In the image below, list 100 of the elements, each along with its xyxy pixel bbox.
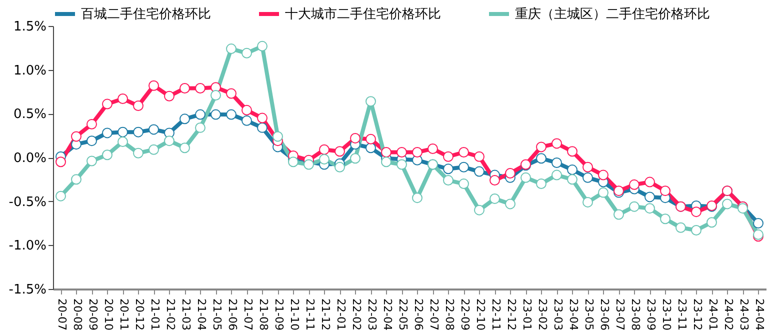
x-tick-label: 21-01 — [148, 298, 162, 330]
legend-label: 十大城市二手住宅价格环比 — [285, 6, 441, 22]
x-tick-label: 23-03 — [551, 298, 564, 330]
x-tick-label: 22-06 — [412, 298, 425, 330]
x-tick-label: 21-05 — [210, 298, 224, 330]
point — [505, 168, 516, 179]
point — [118, 136, 128, 147]
point — [257, 40, 268, 52]
point — [490, 193, 500, 204]
point — [474, 204, 484, 216]
point — [396, 159, 407, 170]
x-tick-label: 22-07 — [427, 298, 440, 330]
point — [629, 179, 640, 190]
point — [629, 201, 640, 212]
x-tick-label: 22-11 — [489, 298, 502, 330]
point — [195, 122, 206, 133]
point — [598, 170, 608, 180]
x-tick-label: 22-12 — [504, 298, 518, 330]
point — [71, 174, 82, 185]
point — [86, 136, 97, 146]
point — [458, 162, 469, 172]
x-tick-label: 23-04 — [566, 298, 580, 330]
x-tick-label: 24-01 — [706, 298, 720, 330]
x-tick-label: 23-08 — [628, 298, 642, 330]
point — [582, 172, 593, 183]
point — [536, 153, 546, 164]
point — [350, 132, 360, 144]
x-tick-label: 22-09 — [458, 298, 472, 330]
point — [474, 166, 484, 177]
point — [148, 144, 159, 155]
point — [180, 83, 190, 94]
point — [86, 156, 97, 166]
x-tick-label: 23-06 — [598, 298, 611, 330]
x-tick-label: 24-03 — [737, 298, 750, 330]
point — [660, 186, 670, 196]
point — [288, 156, 298, 168]
point — [722, 198, 732, 210]
x-tick-label: 23-05 — [582, 298, 596, 330]
point — [319, 144, 330, 155]
x-tick-label: 24-04 — [752, 298, 766, 330]
y-tick-label: 0.5% — [13, 107, 46, 122]
point — [164, 136, 174, 146]
x-tick-label: 23-10 — [660, 298, 673, 330]
point — [118, 94, 128, 104]
y-tick-label: 0.0% — [13, 151, 46, 166]
x-tick-label: 21-10 — [288, 298, 301, 330]
x-tick-label: 21-08 — [256, 298, 270, 330]
x-tick-label: 22-02 — [350, 298, 363, 330]
x-tick-label: 21-11 — [303, 298, 316, 330]
point — [567, 164, 578, 176]
x-tick-label: 21-03 — [179, 298, 192, 330]
x-tick-label: 23-02 — [536, 298, 549, 330]
x-tick-label: 22-10 — [474, 298, 487, 330]
point — [334, 162, 345, 172]
x-tick-label: 21-09 — [272, 298, 286, 330]
x-tick-label: 21-12 — [318, 298, 332, 330]
point — [257, 122, 268, 133]
x-tick-label: 22-03 — [365, 298, 378, 330]
y-tick-label: 1.5% — [13, 20, 46, 34]
point — [242, 115, 252, 126]
point — [180, 114, 190, 124]
point — [412, 192, 422, 204]
point — [148, 124, 159, 135]
point — [257, 112, 268, 124]
x-tick-label: 22-01 — [334, 298, 348, 330]
point — [133, 100, 144, 112]
x-tick-label: 22-04 — [380, 298, 394, 330]
point — [133, 126, 144, 138]
point — [412, 147, 422, 158]
point — [242, 104, 252, 116]
x-tick-label: 23-07 — [613, 298, 626, 330]
point — [676, 222, 686, 233]
x-tick-label: 21-06 — [226, 298, 239, 330]
legend-label: 重庆（主城区）二手住宅价格环比 — [515, 6, 710, 22]
x-tick-label: 22-08 — [442, 298, 456, 330]
point — [272, 131, 283, 142]
point — [691, 225, 702, 236]
x-tick-label: 20-10 — [102, 298, 115, 330]
point — [644, 192, 655, 202]
point — [133, 148, 144, 158]
point — [226, 44, 236, 54]
legend-label: 百城二手住宅价格环比 — [81, 6, 211, 22]
point — [381, 156, 392, 168]
point — [458, 178, 469, 190]
point — [520, 172, 531, 183]
point — [56, 156, 66, 168]
point — [226, 88, 236, 99]
point — [552, 158, 562, 168]
point — [458, 147, 469, 158]
point — [474, 151, 484, 162]
point — [552, 138, 562, 149]
point — [350, 153, 360, 164]
point — [505, 198, 516, 210]
point — [118, 126, 128, 138]
point — [304, 159, 314, 170]
point — [490, 175, 500, 186]
point — [180, 142, 190, 154]
point — [226, 109, 236, 120]
point — [56, 190, 66, 202]
point — [582, 196, 593, 208]
